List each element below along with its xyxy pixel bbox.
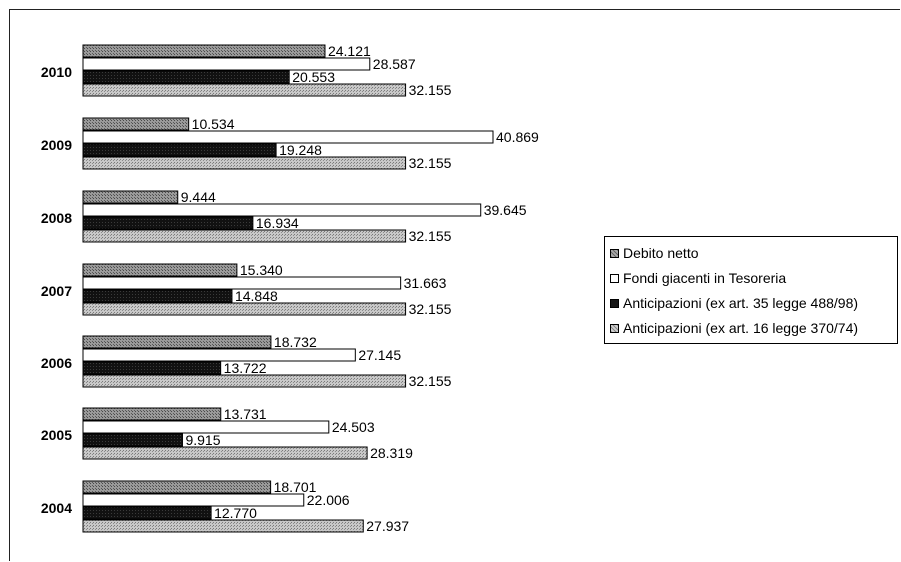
bar-fondi-giacenti-2004 [82, 493, 305, 507]
bar-fondi-giacenti-2006 [82, 348, 356, 362]
value-label-debito-netto-2005: 13.731 [224, 406, 267, 422]
bar-anticipazioni-16-2009 [82, 156, 407, 170]
value-label-anticipazioni-16-2006: 32.155 [409, 373, 452, 389]
bar-anticipazioni-35-2009 [82, 143, 277, 157]
legend-swatch-debito-netto [610, 248, 619, 258]
value-label-debito-netto-2006: 18.732 [274, 334, 317, 350]
legend-item-anticipazioni-16: Anticipazioni (ex art. 16 legge 370/74) [610, 319, 858, 337]
legend: Debito netto Fondi giacenti in Tesoreria… [604, 236, 898, 344]
bar-debito-netto-2008 [82, 190, 179, 204]
value-label-debito-netto-2008: 9.444 [181, 189, 216, 205]
value-label-debito-netto-2004: 18.701 [274, 479, 317, 495]
legend-label: Anticipazioni (ex art. 35 legge 488/98) [623, 295, 859, 311]
legend-swatch-fondi-giacenti [610, 273, 619, 283]
value-label-debito-netto-2007: 15.340 [240, 262, 283, 278]
bar-fondi-giacenti-2009 [82, 130, 494, 144]
value-label-fondi-giacenti-2005: 24.503 [332, 419, 375, 435]
legend-label: Debito netto [623, 245, 699, 261]
year-label-2009: 2009 [41, 137, 72, 153]
bar-debito-netto-2005 [82, 407, 222, 421]
bar-debito-netto-2009 [82, 117, 190, 131]
bar-anticipazioni-16-2004 [82, 519, 364, 533]
value-label-debito-netto-2009: 10.534 [192, 116, 235, 132]
year-label-2008: 2008 [41, 210, 72, 226]
value-label-anticipazioni-16-2009: 32.155 [409, 155, 452, 171]
bar-debito-netto-2004 [82, 480, 272, 494]
value-label-fondi-giacenti-2008: 39.645 [484, 202, 527, 218]
legend-label: Anticipazioni (ex art. 16 legge 370/74) [623, 320, 859, 336]
year-label-2010: 2010 [41, 64, 72, 80]
value-label-anticipazioni-16-2007: 32.155 [409, 301, 452, 317]
bar-fondi-giacenti-2007 [82, 276, 402, 290]
bar-anticipazioni-16-2007 [82, 302, 407, 316]
value-label-anticipazioni-35-2007: 14.848 [235, 288, 278, 304]
bar-anticipazioni-16-2005 [82, 446, 368, 460]
bar-anticipazioni-35-2010 [82, 70, 290, 84]
bar-anticipazioni-16-2010 [82, 83, 407, 97]
bar-fondi-giacenti-2008 [82, 203, 482, 217]
value-label-fondi-giacenti-2007: 31.663 [404, 275, 447, 291]
bar-anticipazioni-35-2006 [82, 361, 222, 375]
value-label-fondi-giacenti-2004: 22.006 [307, 492, 350, 508]
bar-fondi-giacenti-2010 [82, 57, 371, 71]
chart-frame [9, 9, 900, 561]
value-label-debito-netto-2010: 24.121 [328, 43, 371, 59]
value-label-fondi-giacenti-2010: 28.587 [373, 56, 416, 72]
bar-debito-netto-2007 [82, 263, 238, 277]
bar-debito-netto-2010 [82, 44, 326, 58]
bar-anticipazioni-16-2008 [82, 229, 407, 243]
value-label-anticipazioni-16-2005: 28.319 [370, 445, 413, 461]
value-label-anticipazioni-16-2010: 32.155 [409, 82, 452, 98]
legend-item-fondi-giacenti: Fondi giacenti in Tesoreria [610, 269, 786, 287]
bar-anticipazioni-35-2005 [82, 433, 183, 447]
value-label-anticipazioni-35-2008: 16.934 [256, 215, 299, 231]
year-label-2004: 2004 [41, 500, 72, 516]
bar-anticipazioni-16-2006 [82, 374, 407, 388]
value-label-anticipazioni-16-2008: 32.155 [409, 228, 452, 244]
legend-swatch-anticipazioni-16 [610, 323, 619, 333]
value-label-anticipazioni-35-2009: 19.248 [279, 142, 322, 158]
value-label-fondi-giacenti-2009: 40.869 [496, 129, 539, 145]
year-label-2005: 2005 [41, 427, 72, 443]
bar-anticipazioni-35-2007 [82, 289, 233, 303]
value-label-anticipazioni-35-2006: 13.722 [224, 360, 267, 376]
value-label-fondi-giacenti-2006: 27.145 [358, 347, 401, 363]
legend-swatch-anticipazioni-35 [610, 298, 619, 308]
bar-anticipazioni-35-2008 [82, 216, 254, 230]
value-label-anticipazioni-16-2004: 27.937 [366, 518, 409, 534]
value-label-anticipazioni-35-2010: 20.553 [292, 69, 335, 85]
value-label-anticipazioni-35-2004: 12.770 [214, 505, 257, 521]
bar-debito-netto-2006 [82, 335, 272, 349]
year-label-2006: 2006 [41, 355, 72, 371]
bar-fondi-giacenti-2005 [82, 420, 330, 434]
bar-anticipazioni-35-2004 [82, 506, 212, 520]
legend-item-anticipazioni-35: Anticipazioni (ex art. 35 legge 488/98) [610, 294, 858, 312]
legend-label: Fondi giacenti in Tesoreria [623, 270, 787, 286]
value-label-anticipazioni-35-2005: 9.915 [185, 432, 220, 448]
legend-item-debito-netto: Debito netto [610, 244, 699, 262]
year-label-2007: 2007 [41, 283, 72, 299]
